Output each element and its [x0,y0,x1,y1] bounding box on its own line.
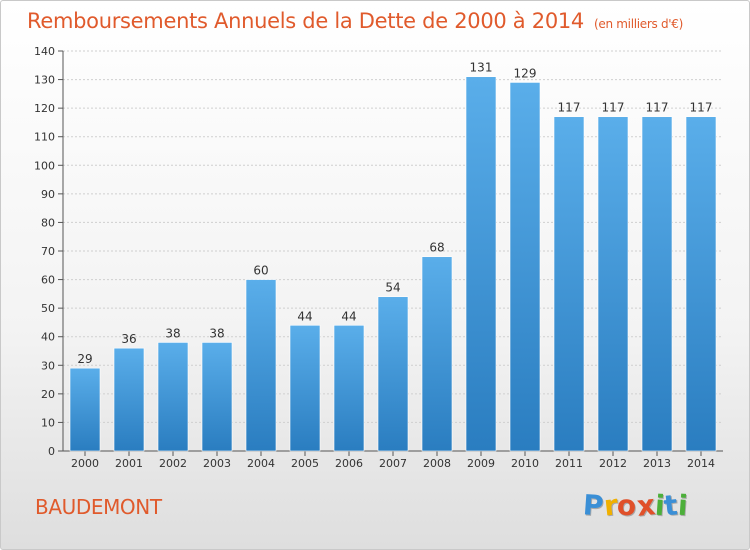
commune-name: BAUDEMONT [35,495,162,519]
chart-title: Remboursements Annuels de la Dette de 20… [27,9,683,33]
bar-chart: 0 10 20 30 40 50 60 70 80 90 100 110 120 130 140 2000 20… [34,45,723,470]
x-tick-label-2014: 2014 [687,457,715,470]
bar-2004 [245,279,277,452]
bar-2009 [465,76,497,452]
x-tick-label-2010: 2010 [511,457,539,470]
y-tick-label: 140 [34,45,55,58]
data-label-2003: 38 [209,326,224,340]
y-tick-label: 0 [48,445,55,458]
y-tick-label: 100 [34,159,55,172]
y-tick-label: 70 [41,245,55,258]
bar-2008 [421,256,453,452]
bar-2013 [641,116,673,452]
y-tick-label: 90 [41,188,55,201]
data-label-2000: 29 [77,352,92,366]
bars [69,76,717,452]
y-tick-label: 130 [34,74,55,87]
x-tick-label-2004: 2004 [247,457,275,470]
logo-letter: i [676,488,689,523]
data-label-2007: 54 [385,281,400,295]
chart-subtitle: (en milliers d'€) [594,17,684,31]
data-label-2008: 68 [429,241,444,255]
chart-title-text: Remboursements Annuels de la Dette de 20… [27,9,584,33]
data-label-2010: 129 [514,66,537,80]
y-tick-label: 50 [41,302,55,315]
bar-2005 [289,324,321,452]
x-tick-label-2003: 2003 [203,457,231,470]
x-tick-label-2005: 2005 [291,457,319,470]
y-tick-label: 80 [41,216,55,229]
bar-2014 [685,116,717,452]
y-tick-label: 10 [41,416,55,429]
y-tick-label: 110 [34,131,55,144]
x-tick-label-2009: 2009 [467,457,495,470]
data-label-2006: 44 [341,309,356,323]
x-tick-label-2013: 2013 [643,457,671,470]
x-tick-label-2007: 2007 [379,457,407,470]
data-labels: 29 36 38 38 60 44 44 54 68 131 129 117 117 117 117 [77,61,712,366]
x-tick-label-2000: 2000 [71,457,99,470]
data-label-2002: 38 [165,326,180,340]
y-tick-label: 40 [41,331,55,344]
x-tick-label-2008: 2008 [423,457,451,470]
bar-2012 [597,116,629,452]
bar-2000 [69,367,101,452]
x-tick-label-2001: 2001 [115,457,143,470]
data-label-2004: 60 [253,264,268,278]
bar-2002 [157,342,189,452]
data-label-2001: 36 [121,332,136,346]
data-label-2012: 117 [602,101,625,115]
x-tick-label-2006: 2006 [335,457,363,470]
data-label-2014: 117 [690,101,713,115]
logo-letter: o [616,488,638,523]
proxiti-logo: Proxiti [581,488,689,523]
bar-2006 [333,324,365,452]
data-label-2013: 117 [646,101,669,115]
bar-2007 [377,296,409,452]
x-tick-label-2002: 2002 [159,457,187,470]
y-tick-label: 20 [41,388,55,401]
data-label-2009: 131 [470,61,493,75]
y-tick-label: 30 [41,359,55,372]
data-label-2011: 117 [558,101,581,115]
x-tick-label-2012: 2012 [599,457,627,470]
bar-2010 [509,82,541,452]
y-tick-label: 60 [41,274,55,287]
bar-2001 [113,347,145,452]
bar-2003 [201,342,233,452]
bar-2011 [553,116,585,452]
logo-letter: P [581,488,605,523]
y-tick-label: 120 [34,102,55,115]
x-tick-label-2011: 2011 [555,457,583,470]
data-label-2005: 44 [297,309,312,323]
